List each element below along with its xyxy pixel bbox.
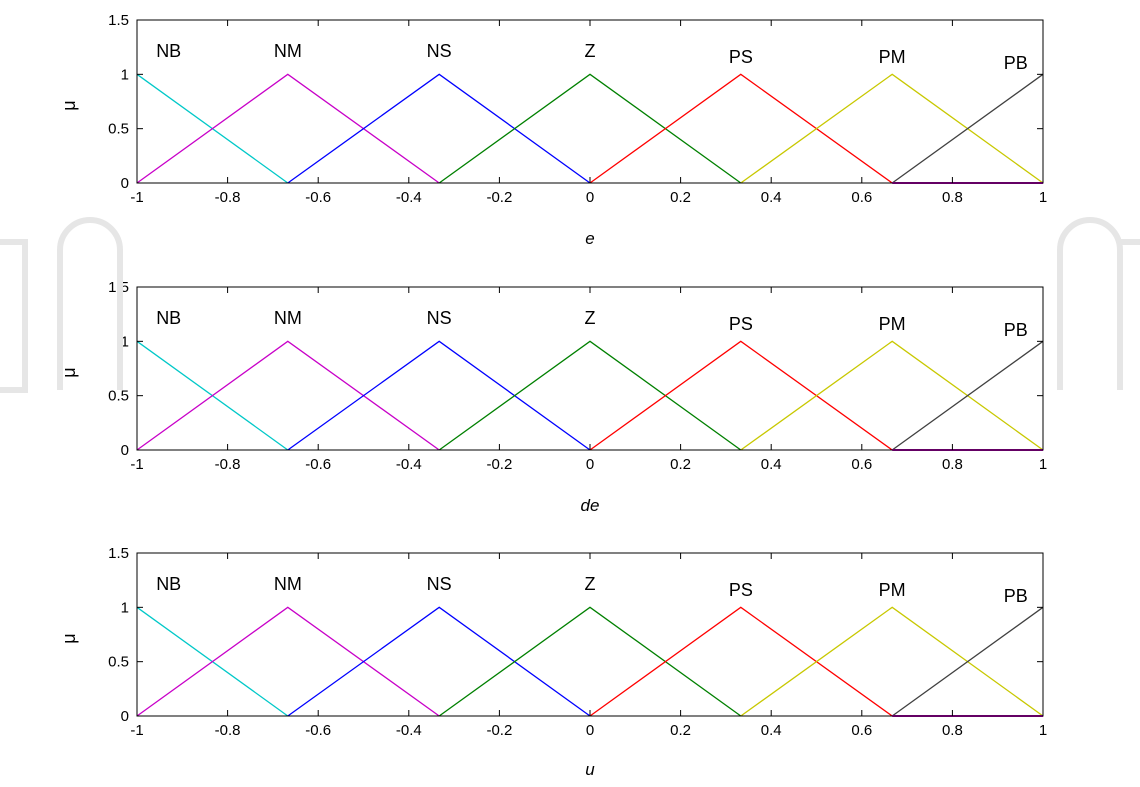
x-tick-label: 0.4: [761, 456, 782, 473]
series-line-z: [438, 340, 742, 451]
y-tick-label: 0: [121, 442, 129, 459]
x-tick-label: 0.2: [670, 722, 691, 739]
series-line-pb: [891, 340, 1044, 451]
x-tick-label: 0.4: [761, 189, 782, 206]
x-tick-label: 0.6: [851, 456, 872, 473]
x-tick-label: -0.4: [396, 722, 422, 739]
x-axis-label: de: [581, 496, 600, 515]
set-label-nb: NB: [156, 308, 181, 328]
series-line-ns: [287, 73, 591, 184]
y-tick-label: 0: [121, 708, 129, 725]
chart-panel-3: -1 -0.8 -0.6 -0.4 -0.2 0 0.2 0.4 0.6 0.8 1 0 0.5 1 1.5…: [59, 545, 1047, 779]
x-tick-label: 0: [586, 189, 594, 206]
x-tick-label: 0.8: [942, 189, 963, 206]
x-tick-label: -1: [130, 722, 143, 739]
series-line-ps: [589, 73, 893, 184]
x-tick-label: -0.8: [215, 722, 241, 739]
x-tick-label: -0.6: [305, 456, 331, 473]
series-line-z: [438, 606, 742, 717]
set-label-pm: PM: [879, 314, 906, 334]
set-label-z: Z: [585, 574, 596, 594]
set-label-pb: PB: [1004, 320, 1028, 340]
x-tick-label: -1: [130, 189, 143, 206]
y-tick-label: 0: [121, 175, 129, 192]
x-tick-label: -0.2: [486, 722, 512, 739]
series-line-nm: [136, 73, 440, 184]
series-line-pb: [891, 73, 1044, 184]
x-tick-label: 0.8: [942, 456, 963, 473]
x-tick-label: 0: [586, 722, 594, 739]
x-axis-label: e: [585, 229, 594, 248]
set-label-ps: PS: [729, 47, 753, 67]
x-tick-label: 1: [1039, 189, 1047, 206]
x-tick-label: 0.6: [851, 722, 872, 739]
set-label-ps: PS: [729, 580, 753, 600]
x-tick-label: -0.8: [215, 456, 241, 473]
series-line-z: [438, 73, 742, 184]
series-line-pb: [891, 606, 1044, 717]
set-label-nm: NM: [274, 308, 302, 328]
series-line-pm: [740, 73, 1044, 184]
x-tick-label: 1: [1039, 456, 1047, 473]
x-tick-label: 1: [1039, 722, 1047, 739]
set-label-nb: NB: [156, 574, 181, 594]
y-tick-label: 0.5: [108, 654, 129, 671]
set-label-ns: NS: [427, 41, 452, 61]
x-tick-label: 0.2: [670, 189, 691, 206]
set-label-ns: NS: [427, 574, 452, 594]
set-label-ps: PS: [729, 314, 753, 334]
chart-panel-1: -1 -0.8 -0.6 -0.4 -0.2 0 0.2 0.4 0.6 0.8 1 0 0.5 1 1.5…: [59, 12, 1047, 248]
y-axis-label: μ: [59, 367, 79, 377]
series-line-pm: [740, 606, 1044, 717]
y-axis-label: μ: [59, 100, 79, 110]
set-label-z: Z: [585, 41, 596, 61]
set-label-nb: NB: [156, 41, 181, 61]
set-label-nm: NM: [274, 574, 302, 594]
set-label-pb: PB: [1004, 586, 1028, 606]
y-tick-label: 0.5: [108, 388, 129, 405]
y-tick-label: 1: [121, 599, 129, 616]
x-tick-label: -0.4: [396, 189, 422, 206]
series-line-ns: [287, 340, 591, 451]
x-tick-label: 0.4: [761, 722, 782, 739]
y-tick-label: 1.5: [108, 279, 129, 296]
x-tick-label: -0.2: [486, 189, 512, 206]
y-axis-label: μ: [59, 633, 79, 643]
series-line-ps: [589, 606, 893, 717]
series-line-nm: [136, 340, 440, 451]
series-line-pm: [740, 340, 1044, 451]
x-tick-label: -0.6: [305, 722, 331, 739]
y-tick-label: 1: [121, 333, 129, 350]
set-label-nm: NM: [274, 41, 302, 61]
x-tick-label: -0.2: [486, 456, 512, 473]
y-tick-label: 1: [121, 66, 129, 83]
x-tick-label: 0.6: [851, 189, 872, 206]
set-label-ns: NS: [427, 308, 452, 328]
x-tick-label: 0.2: [670, 456, 691, 473]
x-tick-label: -1: [130, 456, 143, 473]
set-label-pm: PM: [879, 580, 906, 600]
series-line-ps: [589, 340, 893, 451]
x-axis-label: u: [585, 760, 595, 779]
x-tick-label: 0.8: [942, 722, 963, 739]
y-tick-label: 0.5: [108, 121, 129, 138]
x-tick-label: -0.6: [305, 189, 331, 206]
y-tick-label: 1.5: [108, 545, 129, 562]
chart-panel-2: -1 -0.8 -0.6 -0.4 -0.2 0 0.2 0.4 0.6 0.8 1 0 0.5 1 1.5…: [59, 279, 1047, 515]
x-tick-label: 0: [586, 456, 594, 473]
y-tick-label: 1.5: [108, 12, 129, 29]
x-tick-label: -0.8: [215, 189, 241, 206]
set-label-z: Z: [585, 308, 596, 328]
x-tick-label: -0.4: [396, 456, 422, 473]
set-label-pm: PM: [879, 47, 906, 67]
series-line-ns: [287, 606, 591, 717]
set-label-pb: PB: [1004, 53, 1028, 73]
series-line-nm: [136, 606, 440, 717]
